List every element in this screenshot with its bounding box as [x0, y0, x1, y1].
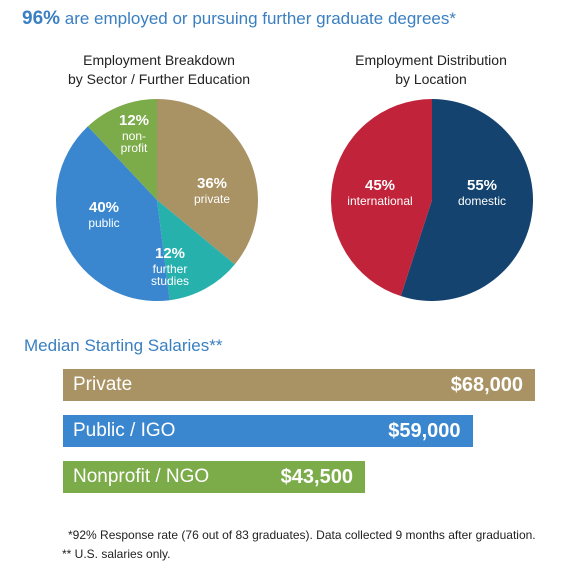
- headline: 96% are employed or pursuing further gra…: [22, 8, 456, 30]
- location-pie-title-line-2: by Location: [395, 71, 467, 87]
- salary-bar-label: Nonprofit / NGO: [73, 466, 210, 487]
- headline-text: are employed or pursuing further graduat…: [60, 9, 456, 28]
- footnote-response-rate: *92% Response rate (76 out of 83 graduat…: [68, 528, 536, 542]
- location-slice-label-0: 55% domestic: [458, 177, 506, 208]
- salary-bar-nonprofit: Nonprofit / NGO $43,500: [63, 461, 365, 493]
- salary-bar-label: Private: [73, 374, 133, 395]
- headline-percent: 96%: [22, 8, 61, 29]
- footnote-us-salaries: ** U.S. salaries only.: [62, 547, 171, 561]
- sector-slice-0: [157, 99, 258, 265]
- sector-slice-2: [55, 126, 170, 301]
- salary-bar-value: $59,000: [388, 419, 461, 442]
- salary-bar-private: Private $68,000: [63, 369, 535, 401]
- location-pie-chart: 55% domestic 45% international: [331, 99, 533, 301]
- sector-pie-title-line-1: Employment Breakdown: [83, 52, 235, 68]
- salaries-title: Median Starting Salaries**: [24, 336, 223, 355]
- salary-bar-value: $43,500: [280, 465, 353, 488]
- salary-bar-public: Public / IGO $59,000: [63, 415, 473, 447]
- location-slice-1: [331, 99, 432, 297]
- sector-pie-title-line-2: by Sector / Further Education: [67, 71, 251, 87]
- salary-bar-label: Public / IGO: [73, 420, 176, 441]
- location-slice-label-1: 45% international: [347, 177, 412, 208]
- sector-slice-3: [87, 99, 157, 200]
- sector-slice-label-2: 40% public: [88, 199, 119, 230]
- location-pie-title: Employment Distribution by Location: [322, 51, 540, 89]
- sector-slice-1: [157, 200, 235, 301]
- sector-slice-label-1: 12% further studies: [151, 245, 189, 288]
- sector-pie-title: Employment Breakdown by Sector / Further…: [50, 51, 268, 89]
- salary-bar-value: $68,000: [450, 373, 523, 396]
- sector-slice-label-0: 36% private: [194, 175, 230, 206]
- sector-slice-label-3: 12% non-profit: [119, 112, 149, 155]
- location-slice-0: [400, 99, 533, 301]
- sector-pie-chart: 36% private 12% further studies 40% public 12% n…: [55, 99, 258, 301]
- location-pie-title-line-1: Employment Distribution: [355, 52, 507, 68]
